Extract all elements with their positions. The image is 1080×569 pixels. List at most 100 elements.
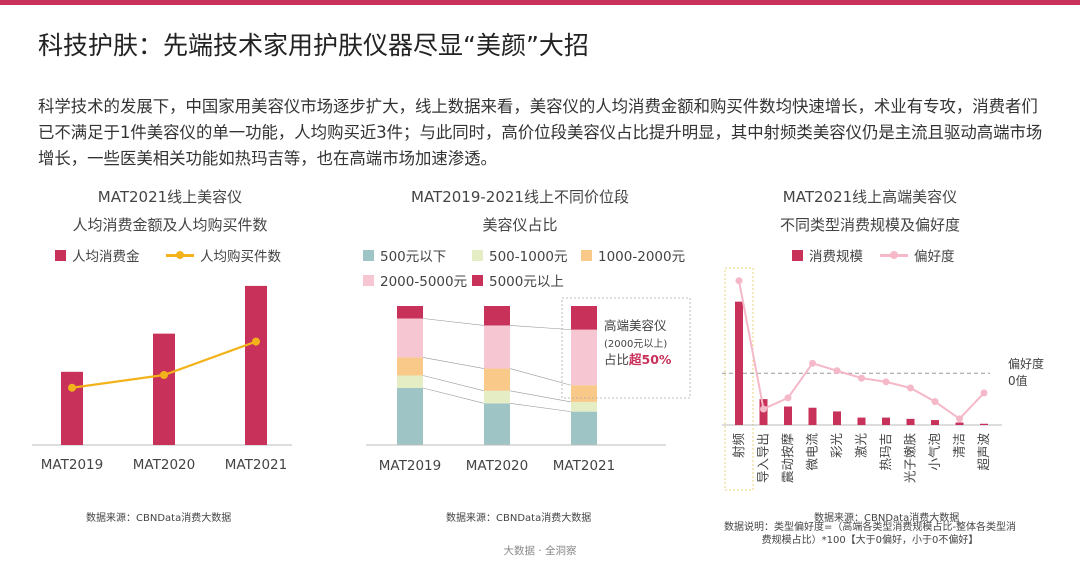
stack-segment: [484, 368, 510, 391]
point-preference: [858, 374, 865, 382]
x-tick-label: MAT2020: [466, 458, 528, 474]
annotation-emphasis: 超50%: [628, 352, 672, 367]
annotation-box: [561, 297, 691, 399]
legend-item-spend-scale: 消费规模: [792, 245, 863, 265]
annotation-line3: 占比超50%: [604, 352, 672, 367]
x-tick-label: 彩光: [829, 433, 844, 458]
footer-tagline: 大数据 · 全洞察: [503, 545, 577, 557]
chart3-note: 数据说明：类型偏好度=（高端各类型消费规模占比-整体各类型消费规模占比）*100…: [724, 522, 1016, 546]
top-accent-bar: [0, 0, 1080, 5]
point-per-capita-count: [252, 337, 260, 346]
legend-label: 人均购买件数: [200, 249, 281, 265]
x-tick-label: MAT2019: [41, 457, 103, 473]
annotation-line2: (2000元以上): [604, 338, 667, 350]
chart3-source: 数据来源：CBNData消费大数据: [814, 513, 960, 524]
point-preference: [809, 359, 816, 367]
stack-segment: [571, 385, 597, 402]
x-tick-label: 激光: [854, 433, 869, 458]
chart3-title: MAT2021线上高端美容仪: [782, 188, 958, 206]
legend-item-500-1000: 500-1000元: [472, 245, 568, 265]
stack-connector-line: [422, 357, 485, 369]
bar-per-capita-spend: [153, 333, 175, 445]
bar-spend-scale: [906, 418, 915, 425]
x-tick-label: 超声波: [976, 433, 991, 471]
legend-swatch: [55, 249, 66, 261]
legend-line-swatch: [166, 250, 194, 261]
bar-per-capita-spend: [61, 371, 83, 445]
chart1-subtitle: 人均消费金额及人均购买件数: [72, 216, 268, 234]
legend-label: 2000-5000元: [380, 274, 468, 290]
legend-item-1000-2000: 1000-2000元: [581, 245, 685, 265]
x-tick-label: MAT2019: [379, 458, 441, 474]
legend-label: 5000元以上: [489, 274, 564, 290]
point-preference: [760, 405, 767, 413]
legend-label: 500元以下: [380, 249, 447, 265]
stack-segment: [571, 401, 597, 412]
point-preference: [833, 367, 841, 375]
line-preference: [738, 280, 985, 421]
point-preference: [735, 277, 743, 285]
bar-spend-scale: [808, 407, 817, 425]
point-preference: [931, 398, 939, 406]
x-tick-label: 热玛吉: [878, 433, 893, 471]
legend-item-per-capita-spend: 人均消费金: [55, 245, 140, 265]
legend-line-swatch: [880, 250, 908, 261]
chart2-subtitle: 美容仪占比: [482, 216, 558, 234]
stack-segment: [397, 306, 423, 319]
stack-segment: [571, 329, 597, 386]
bar-spend-scale: [980, 423, 988, 425]
chart2-source: 数据来源：CBNData消费大数据: [446, 513, 592, 524]
stack-segment: [397, 318, 423, 358]
annotation-prefix: 占比: [604, 352, 629, 367]
chart2-plot: MAT2019 MAT2020 MAT2021 高端美容仪 (2000元以上) 占比超50…: [366, 297, 691, 474]
bar-spend-scale: [833, 411, 841, 425]
x-tick-label: 震动按摩: [780, 433, 795, 484]
stack-connector-line: [509, 403, 572, 412]
legend-label: 500-1000元: [489, 249, 568, 265]
annotation-line1: 高端美容仪: [604, 318, 667, 333]
stack-segment: [484, 390, 510, 404]
chart3-subtitle: 不同类型消费规模及偏好度: [779, 216, 960, 234]
x-tick-label: 清洁: [952, 433, 967, 458]
point-preference: [907, 384, 914, 392]
x-tick-label: 射频: [731, 433, 746, 459]
x-tick-label: MAT2020: [133, 457, 195, 473]
bar-spend-scale: [931, 420, 939, 425]
bar-spend-scale: [857, 417, 866, 425]
legend-item-over-5000: 5000元以上: [472, 270, 564, 290]
legend-label: 1000-2000元: [598, 249, 686, 265]
page-title: 科技护肤：先端技术家用护肤仪器尽显“美颜”大招: [38, 31, 589, 60]
stack-segment: [397, 375, 423, 389]
bar-spend-scale: [882, 417, 890, 425]
legend-label: 人均消费金: [72, 249, 140, 265]
highlight-box: [724, 267, 754, 491]
stack-connector-line: [509, 368, 572, 386]
point-preference: [784, 394, 792, 402]
x-tick-label: MAT2021: [225, 457, 287, 473]
x-tick-label: MAT2021: [553, 458, 615, 474]
legend-item-under-500: 500元以下: [363, 245, 446, 265]
stack-segment: [484, 403, 510, 445]
legend-item-2000-5000: 2000-5000元: [363, 270, 467, 290]
stack-connector-line: [422, 375, 485, 392]
x-tick-label: 微电流: [805, 433, 820, 471]
bar-spend-scale: [955, 422, 964, 425]
point-preference: [980, 389, 988, 397]
point-preference: [882, 378, 890, 386]
stack-connector-line: [422, 318, 485, 326]
stack-segment: [571, 306, 597, 330]
stack-connector-line: [422, 387, 485, 404]
chart1-source: 数据来源：CBNData消费大数据: [86, 513, 232, 524]
bar-per-capita-spend: [245, 285, 267, 445]
legend-item-per-capita-count: 人均购买件数: [166, 245, 281, 265]
chart2-title: MAT2019-2021线上不同价位段: [411, 188, 629, 206]
bar-spend-scale: [784, 406, 792, 425]
legend-item-preference: 偏好度: [880, 245, 955, 265]
stack-segment: [397, 357, 423, 376]
x-tick-label: 小气泡: [927, 433, 942, 471]
legend-label: 消费规模: [809, 249, 863, 265]
reference-label-1: 偏好度: [1008, 356, 1044, 371]
stack-segment: [571, 411, 597, 445]
intro-paragraph: 科学技术的发展下，中国家用美容仪市场逐步扩大，线上数据来看，美容仪的人均消费金额…: [38, 97, 1043, 168]
